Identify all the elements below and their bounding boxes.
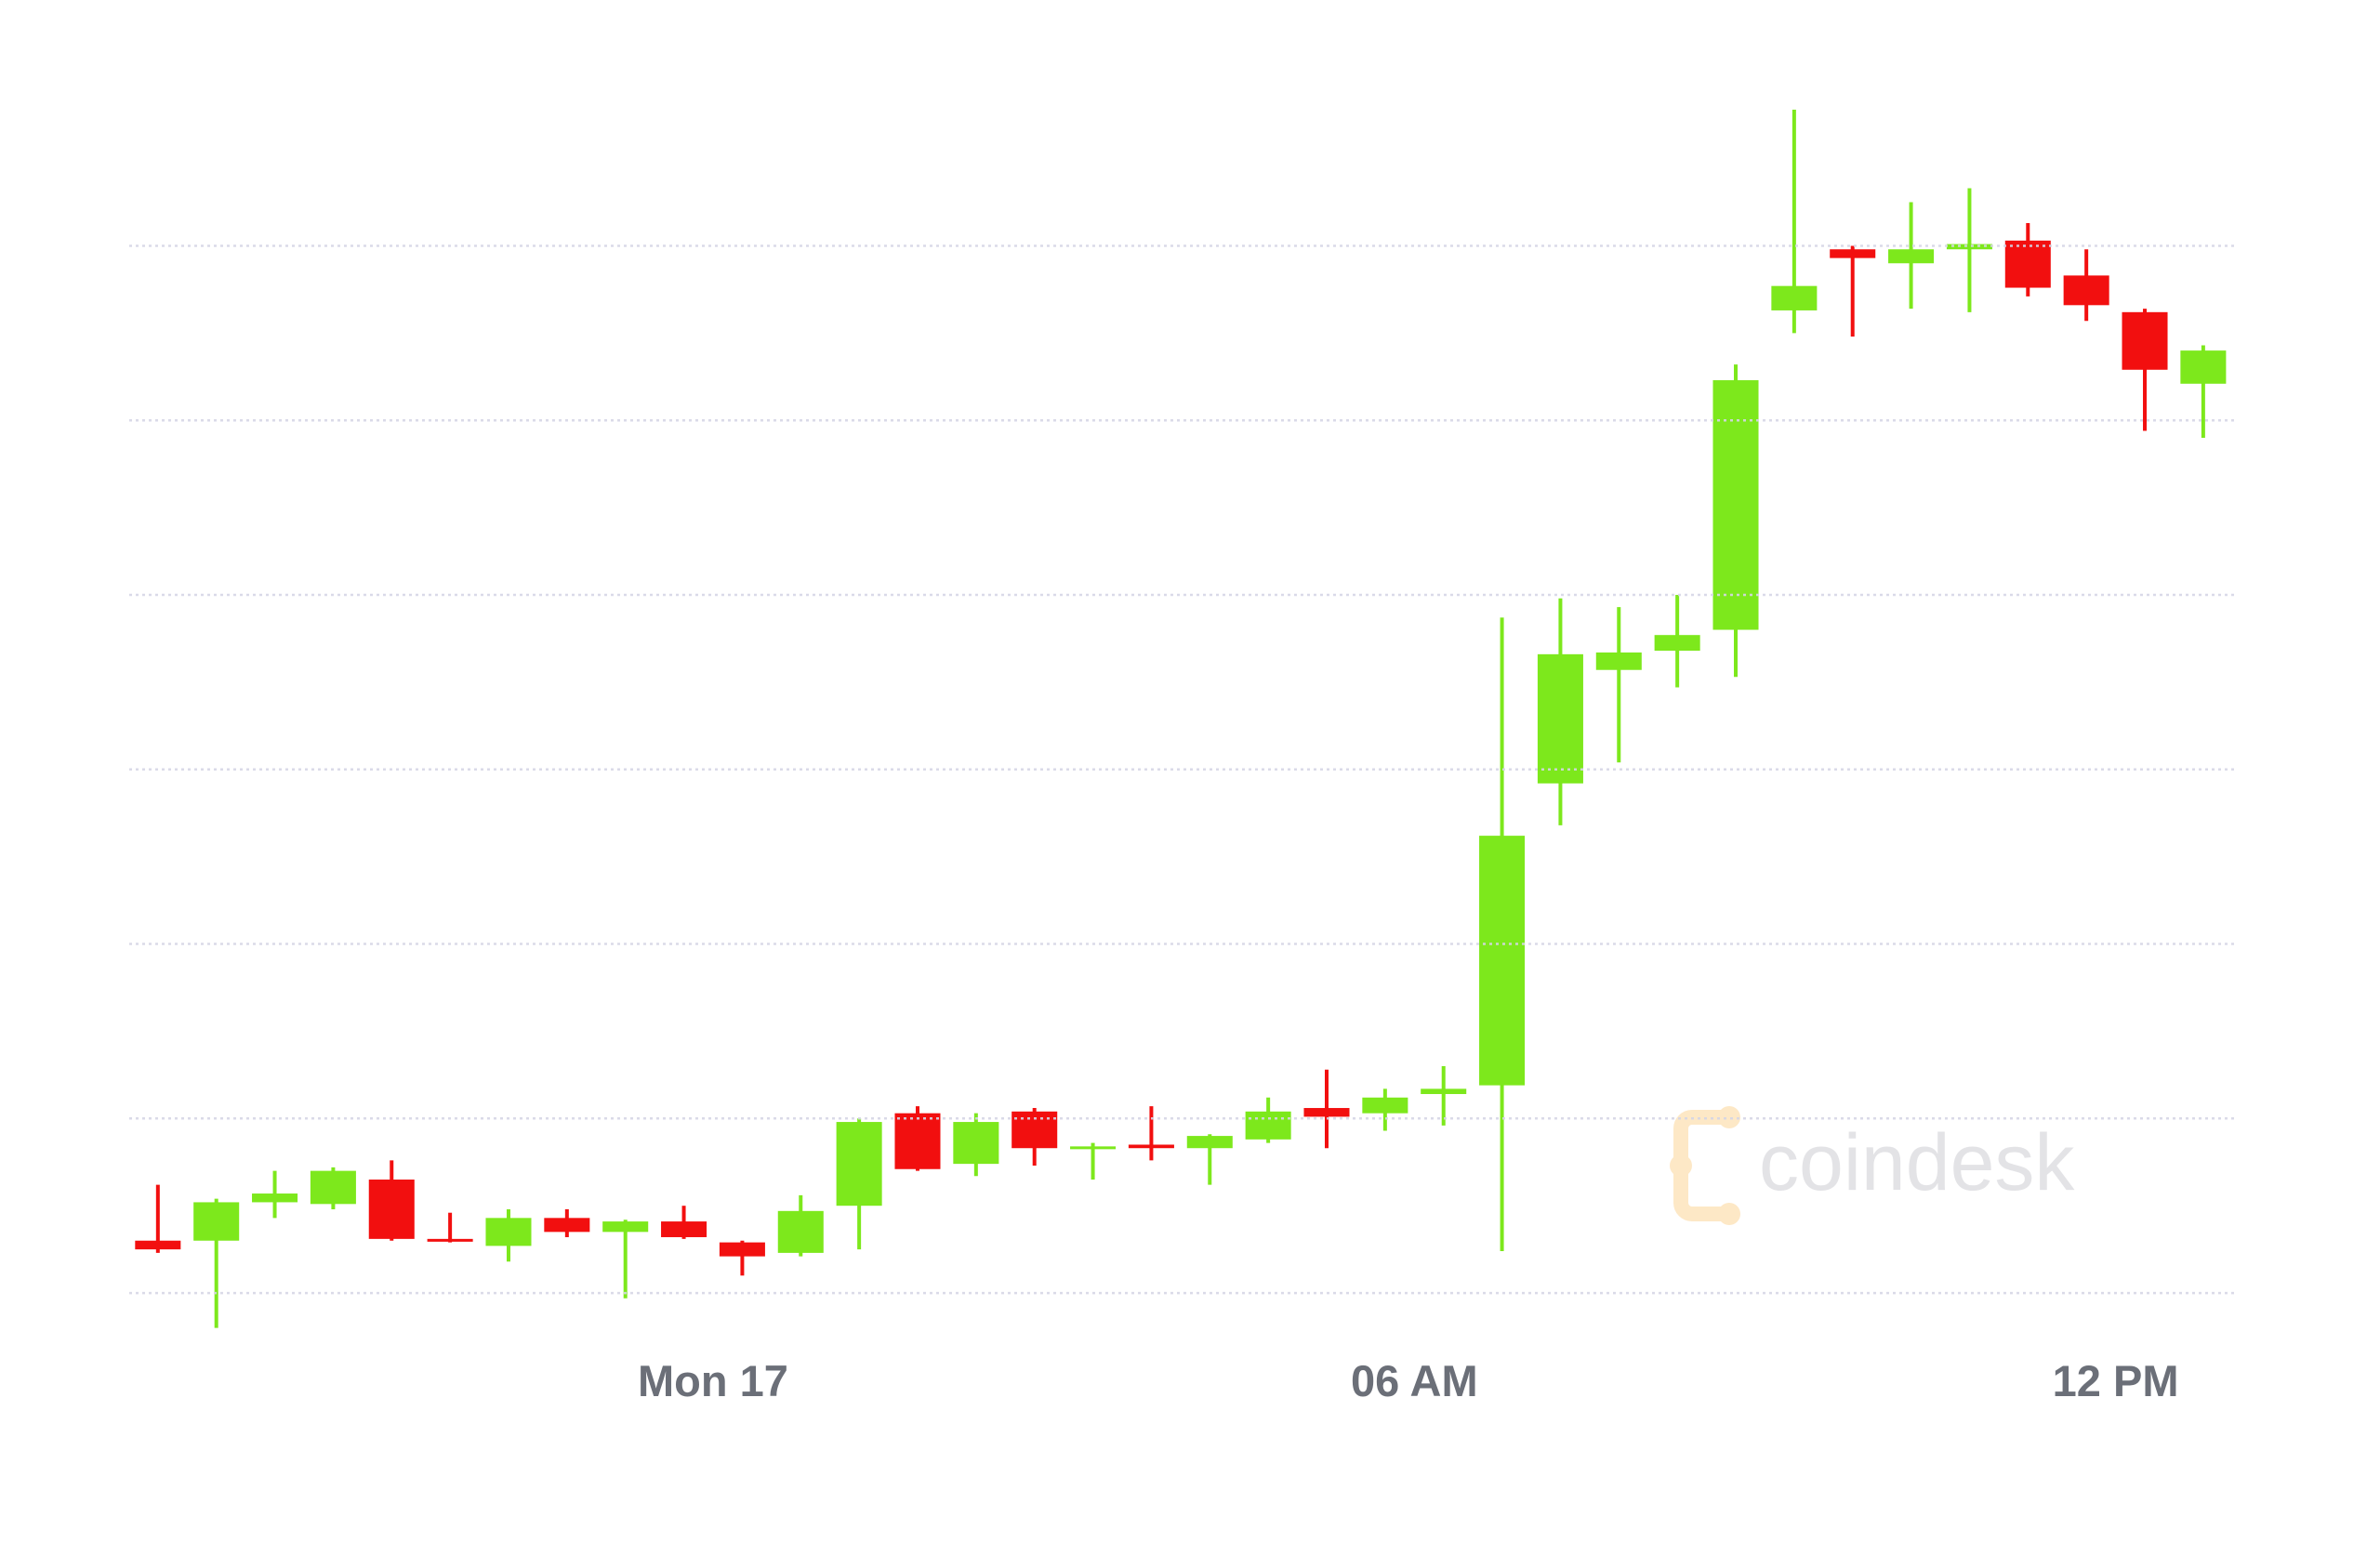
candle-body (1830, 249, 1876, 258)
candle-body (1012, 1111, 1058, 1149)
watermark-logo (1670, 1106, 1740, 1225)
candle-body (894, 1113, 941, 1169)
candle-body (2004, 240, 2051, 288)
candle-body (135, 1240, 181, 1250)
candle-body (485, 1218, 532, 1246)
candle-body (1245, 1111, 1291, 1140)
candle-body (1128, 1144, 1174, 1149)
candle-body (1070, 1146, 1117, 1150)
candle-body (1362, 1097, 1408, 1114)
candle-body (953, 1122, 999, 1165)
candle-body (1595, 652, 1642, 670)
candle-body (1654, 635, 1700, 652)
candle-body (777, 1210, 824, 1253)
candle-body (602, 1221, 649, 1233)
candle-body (1946, 244, 1992, 250)
candle-body (661, 1221, 707, 1237)
candle-body (1712, 380, 1759, 630)
candle-body (252, 1193, 298, 1203)
candle-body (1888, 249, 1935, 264)
logo-dot (1718, 1203, 1740, 1225)
candle-body (2063, 275, 2109, 306)
candle-body (836, 1122, 882, 1207)
x-tick-label: 12 PM (2053, 1356, 2179, 1405)
candle-body (310, 1170, 356, 1205)
logo-dot (1718, 1106, 1740, 1128)
candle-body (427, 1238, 473, 1242)
candle-body (2122, 311, 2168, 370)
x-tick-label: 06 AM (1351, 1356, 1478, 1405)
candle-body (368, 1180, 415, 1239)
candle-body (544, 1218, 590, 1233)
candle-body (2180, 350, 2227, 384)
logo-dot (1670, 1154, 1692, 1177)
watermark: coindesk (1759, 1118, 2075, 1207)
candle-body (193, 1202, 240, 1241)
candle-body (1771, 285, 1818, 310)
candle-body (1421, 1088, 1467, 1095)
candle-body (719, 1242, 765, 1257)
candle-body (1303, 1108, 1350, 1117)
x-tick-label: Mon 17 (638, 1356, 788, 1405)
candle-body (1537, 653, 1583, 784)
candle-body (1186, 1136, 1233, 1149)
candle-body (1479, 836, 1526, 1086)
